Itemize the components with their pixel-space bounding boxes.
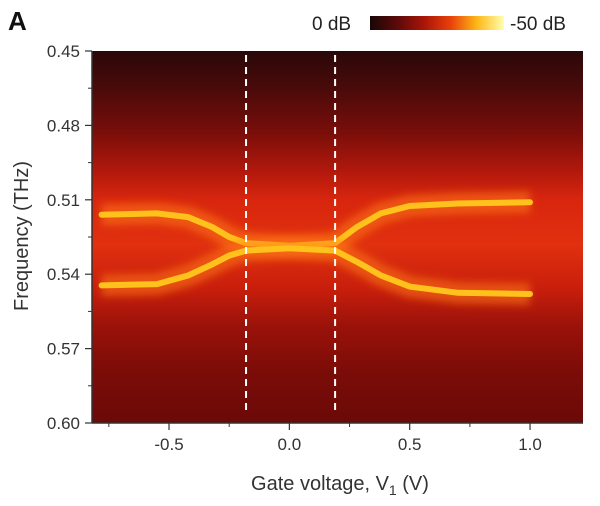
y-axis-label: Frequency (THz) (11, 161, 33, 311)
x-axis-label: Gate voltage, V1 (V) (251, 473, 429, 498)
y-tick-label: 0.51 (47, 191, 80, 210)
x-axis-ticks: -0.5 0.0 0.5 1.0 (108, 423, 542, 454)
y-tick-label: 0.54 (47, 265, 80, 284)
plot-area (92, 51, 583, 423)
y-tick-label: 0.48 (47, 116, 80, 135)
lower-branch (98, 245, 533, 297)
colorbar-max-label: -50 dB (510, 14, 566, 35)
x-tick-label: 1.0 (518, 435, 542, 454)
colorbar-min-label: 0 dB (312, 14, 351, 35)
y-tick-label: 0.45 (47, 42, 80, 61)
y-tick-label: 0.57 (47, 340, 80, 359)
colorbar-gradient (370, 16, 504, 30)
y-axis-ticks: 0.45 0.48 0.51 0.54 0.57 0.60 (47, 42, 92, 433)
x-tick-label: 0.5 (398, 435, 422, 454)
colorbar: 0 dB -50 dB (312, 14, 566, 35)
anticrossing-curves (98, 191, 533, 305)
y-tick-label: 0.60 (47, 414, 80, 433)
x-tick-label: -0.5 (154, 435, 183, 454)
panel-label: A (8, 6, 27, 36)
x-tick-label: 0.0 (278, 435, 302, 454)
